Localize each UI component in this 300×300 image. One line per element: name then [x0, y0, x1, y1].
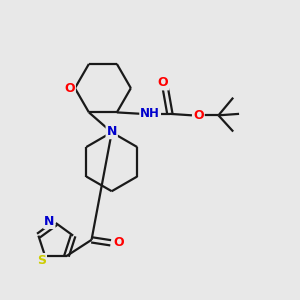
Text: O: O	[114, 236, 124, 249]
Text: O: O	[193, 109, 204, 122]
Text: O: O	[158, 76, 168, 89]
Text: N: N	[44, 215, 55, 228]
Text: O: O	[64, 82, 75, 95]
Text: NH: NH	[140, 107, 160, 120]
Text: S: S	[37, 254, 46, 267]
Text: N: N	[106, 125, 117, 138]
